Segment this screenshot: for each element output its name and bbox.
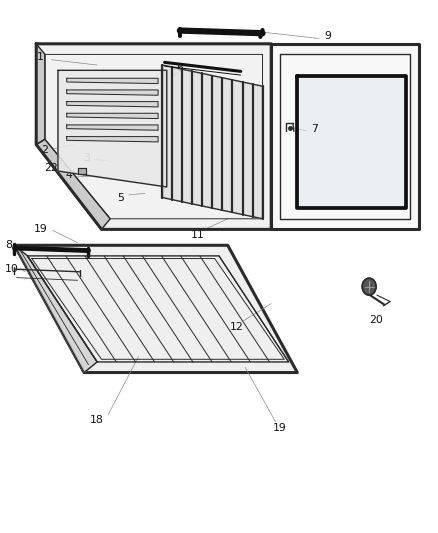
Text: 8: 8 — [5, 240, 12, 251]
Text: 5: 5 — [118, 192, 124, 203]
Circle shape — [362, 278, 376, 295]
Text: 2: 2 — [42, 145, 48, 155]
Polygon shape — [36, 139, 110, 229]
Polygon shape — [67, 78, 158, 84]
Text: 18: 18 — [90, 415, 104, 425]
Text: 1: 1 — [37, 52, 44, 62]
Text: 3: 3 — [83, 153, 90, 163]
Polygon shape — [58, 70, 167, 187]
Polygon shape — [67, 136, 158, 142]
Text: 12: 12 — [230, 322, 243, 333]
Polygon shape — [14, 245, 97, 373]
Text: 22: 22 — [45, 164, 58, 173]
Polygon shape — [162, 65, 262, 219]
Text: 9: 9 — [325, 31, 331, 41]
Polygon shape — [67, 125, 158, 130]
Text: 10: 10 — [5, 264, 19, 274]
Text: 11: 11 — [191, 230, 204, 240]
Text: 7: 7 — [311, 124, 318, 134]
Polygon shape — [36, 44, 271, 229]
Polygon shape — [67, 102, 158, 107]
Polygon shape — [14, 245, 297, 373]
Text: 4: 4 — [65, 171, 72, 180]
Polygon shape — [271, 44, 419, 229]
Text: 19: 19 — [34, 224, 47, 235]
Polygon shape — [297, 76, 406, 208]
Text: 20: 20 — [369, 314, 383, 325]
Polygon shape — [36, 44, 45, 144]
Text: 6: 6 — [177, 63, 183, 72]
Polygon shape — [78, 168, 86, 174]
Polygon shape — [67, 114, 158, 118]
Text: 19: 19 — [273, 423, 287, 433]
Polygon shape — [67, 90, 158, 95]
